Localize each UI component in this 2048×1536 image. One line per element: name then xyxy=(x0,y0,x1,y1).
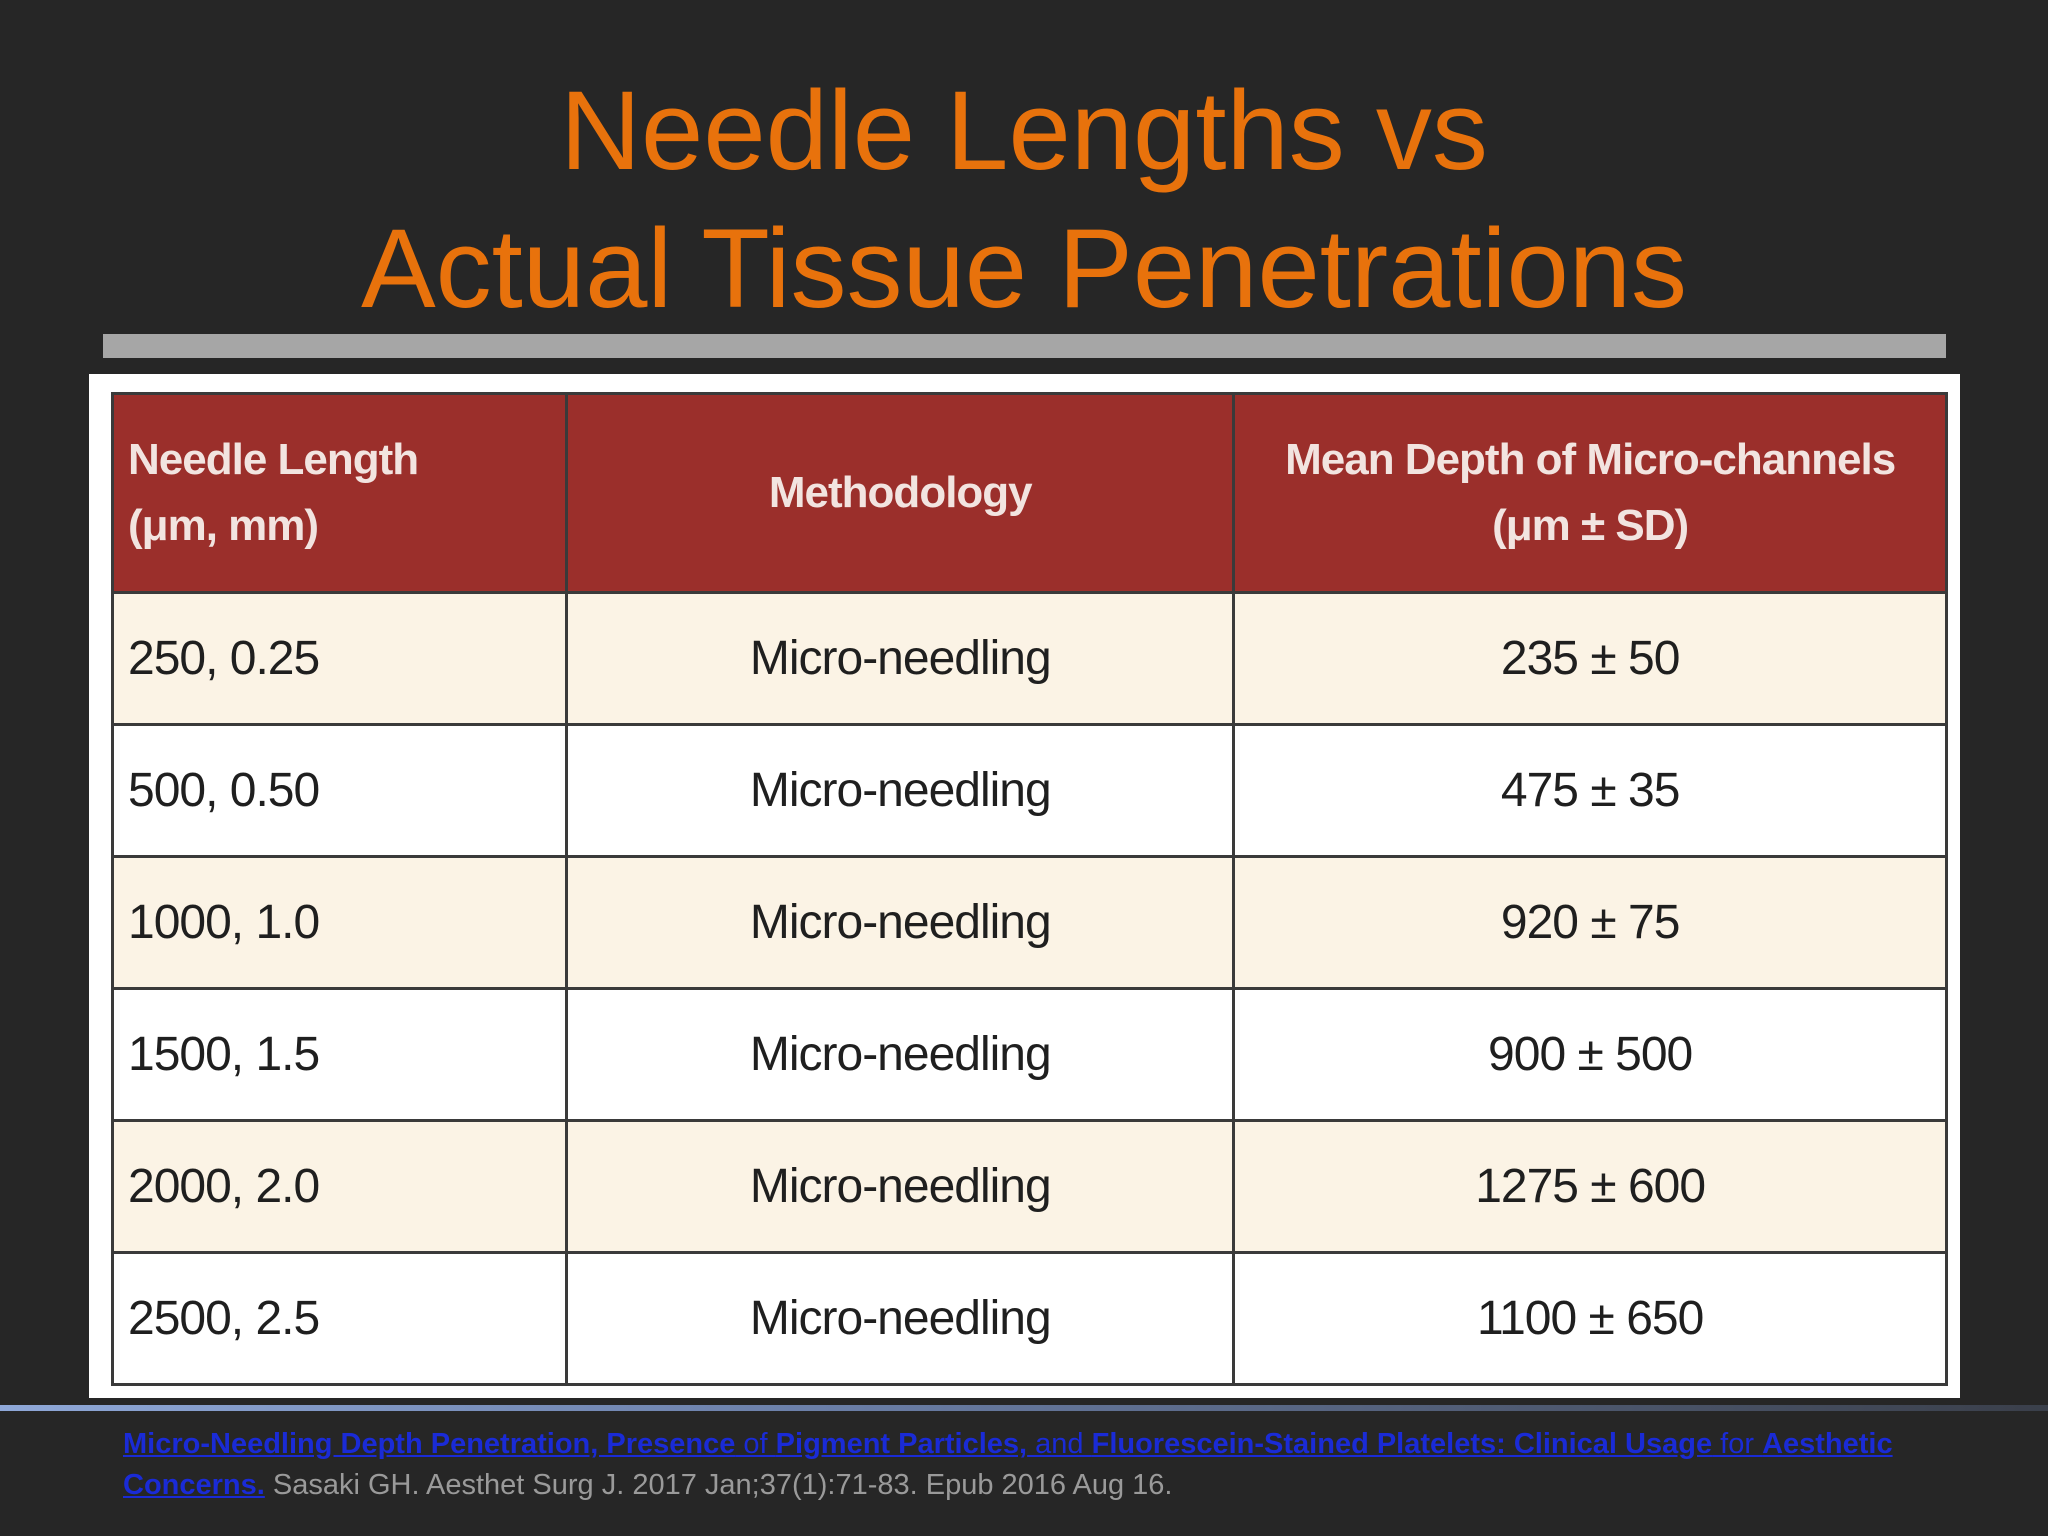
table-header-row: Needle Length (μm, mm) Methodology Mean … xyxy=(110,392,1948,594)
table-row: 1500, 1.5 Micro-needling 900 ± 500 xyxy=(110,987,1948,1122)
cell-needle-length: 2500, 2.5 xyxy=(110,1251,569,1386)
cell-methodology: Micro-needling xyxy=(565,855,1236,990)
cell-methodology: Micro-needling xyxy=(565,591,1236,726)
needle-depth-table: Needle Length (μm, mm) Methodology Mean … xyxy=(110,392,1948,1386)
footer-divider xyxy=(0,1405,2048,1411)
cell-methodology: Micro-needling xyxy=(565,723,1236,858)
header-needle-length-line-1: Needle Length xyxy=(128,435,419,484)
cell-methodology: Micro-needling xyxy=(565,1119,1236,1254)
cell-mean-depth: 900 ± 500 xyxy=(1232,987,1948,1122)
header-mean-depth-line-1: Mean Depth of Micro-channels xyxy=(1285,435,1896,484)
table-image-frame: Needle Length (μm, mm) Methodology Mean … xyxy=(89,374,1960,1398)
citation-article-link[interactable]: Micro-Needling Depth Penetration, Presen… xyxy=(123,1428,1893,1501)
citation-link-part: Aesthetic Concerns. xyxy=(123,1428,1893,1501)
header-mean-depth: Mean Depth of Micro-channels (μm ± SD) xyxy=(1232,392,1948,594)
citation: Micro-Needling Depth Penetration, Presen… xyxy=(123,1424,2003,1506)
cell-needle-length: 1000, 1.0 xyxy=(110,855,569,990)
slide-title-line-1: Needle Lengths vs xyxy=(560,68,1488,193)
citation-link-part: Fluorescein-Stained Platelets: Clinical … xyxy=(1091,1428,1713,1460)
header-needle-length: Needle Length (μm, mm) xyxy=(110,392,569,594)
cell-needle-length: 250, 0.25 xyxy=(110,591,569,726)
table-row: 500, 0.50 Micro-needling 475 ± 35 xyxy=(110,723,1948,858)
citation-reference: Sasaki GH. Aesthet Surg J. 2017 Jan;37(1… xyxy=(264,1469,1173,1501)
title-divider xyxy=(103,334,1946,358)
table-row: 250, 0.25 Micro-needling 235 ± 50 xyxy=(110,591,1948,726)
cell-needle-length: 1500, 1.5 xyxy=(110,987,569,1122)
citation-link-part: for xyxy=(1712,1428,1763,1460)
cell-mean-depth: 920 ± 75 xyxy=(1232,855,1948,990)
table-row: 2000, 2.0 Micro-needling 1275 ± 600 xyxy=(110,1119,1948,1254)
table-row: 1000, 1.0 Micro-needling 920 ± 75 xyxy=(110,855,1948,990)
citation-link-part: and xyxy=(1027,1428,1092,1460)
cell-mean-depth: 235 ± 50 xyxy=(1232,591,1948,726)
header-methodology-line-1: Methodology xyxy=(768,468,1033,517)
cell-methodology: Micro-needling xyxy=(565,987,1236,1122)
cell-needle-length: 500, 0.50 xyxy=(110,723,569,858)
citation-link-part: of xyxy=(735,1428,776,1460)
table-row: 2500, 2.5 Micro-needling 1100 ± 650 xyxy=(110,1251,1948,1386)
cell-mean-depth: 1275 ± 600 xyxy=(1232,1119,1948,1254)
header-mean-depth-line-2: (μm ± SD) xyxy=(1492,501,1689,550)
citation-link-part: Micro-Needling Depth Penetration, Presen… xyxy=(123,1428,736,1460)
cell-mean-depth: 475 ± 35 xyxy=(1232,723,1948,858)
cell-mean-depth: 1100 ± 650 xyxy=(1232,1251,1948,1386)
citation-link-part: Pigment Particles, xyxy=(775,1428,1028,1460)
cell-methodology: Micro-needling xyxy=(565,1251,1236,1386)
slide-title-line-2: Actual Tissue Penetrations xyxy=(360,206,1688,331)
slide-title: Needle Lengths vs Actual Tissue Penetrat… xyxy=(0,62,2048,338)
header-needle-length-line-2: (μm, mm) xyxy=(128,501,319,550)
cell-needle-length: 2000, 2.0 xyxy=(110,1119,569,1254)
header-methodology: Methodology xyxy=(565,392,1236,594)
